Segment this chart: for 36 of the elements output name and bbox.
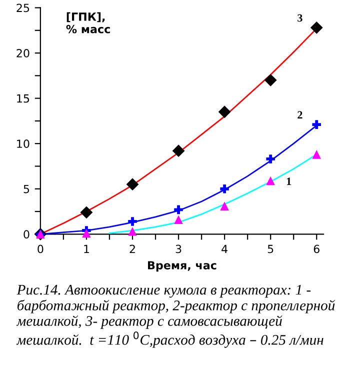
- point: [172, 144, 185, 158]
- y-tick-label: 0: [24, 230, 30, 239]
- point: [174, 205, 183, 214]
- text: Рис.14. Автоокисление кумола в реакторах: 1 - барботажный реактор, 2-реактор с пропеллерной мешалкой, 3- реактор с самовсасывающей мешалкой. t =110 $^{0}$С,расход воздуха – 0.25 л/мин: [16, 284, 335, 348]
- series-label: 2: [298, 111, 302, 119]
- point: [128, 217, 137, 226]
- x-axis-title: Время, час: [148, 261, 216, 272]
- point: [82, 228, 91, 238]
- x-tick-label: 4: [222, 244, 228, 253]
- point: [126, 178, 139, 191]
- point: [312, 120, 322, 129]
- point: [218, 106, 231, 118]
- point: [174, 215, 183, 224]
- x-tick-label: 1: [84, 244, 89, 253]
- y-axis-title: [ГПК], % масс: [66, 12, 110, 34]
- y-tick-label: 25: [16, 4, 30, 12]
- point: [312, 150, 322, 159]
- point: [310, 21, 323, 34]
- point: [264, 74, 277, 86]
- x-tick-label: 6: [314, 244, 320, 254]
- series-label: 3: [298, 14, 302, 22]
- y-tick-label: 5: [24, 184, 30, 194]
- x-tick-label: 0: [38, 244, 44, 254]
- y-tick-label: 15: [17, 94, 30, 103]
- point: [220, 184, 229, 194]
- y-tick-label: 20: [16, 48, 30, 58]
- point: [266, 176, 275, 186]
- series-label: 1: [286, 178, 292, 185]
- x-tick-label: 2: [130, 244, 135, 253]
- point: [220, 202, 229, 210]
- y-tick-label: 10: [17, 140, 30, 148]
- point: [80, 206, 93, 219]
- point: [128, 227, 137, 236]
- x-tick-label: 5: [268, 244, 274, 254]
- x-tick-label: 3: [176, 244, 182, 254]
- point: [266, 154, 275, 164]
